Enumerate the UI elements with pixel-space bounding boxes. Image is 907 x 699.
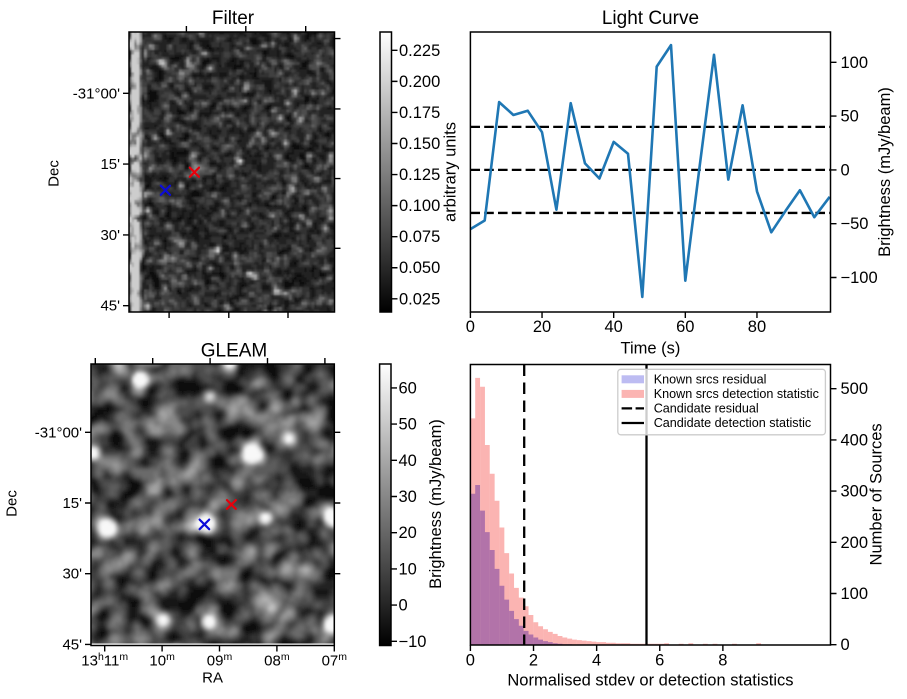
svg-text:-31°00': -31°00': [35, 424, 82, 441]
svg-text:300: 300: [841, 483, 869, 501]
svg-text:6: 6: [655, 651, 664, 669]
svg-text:500: 500: [841, 380, 869, 398]
svg-text:Filter: Filter: [212, 8, 255, 29]
svg-text:60: 60: [676, 318, 694, 336]
svg-text:Candidate detection statistic: Candidate detection statistic: [654, 416, 812, 430]
svg-text:Brightness (mJy/beam): Brightness (mJy/beam): [876, 87, 894, 257]
svg-text:8: 8: [718, 651, 727, 669]
svg-text:0.225: 0.225: [399, 42, 440, 60]
svg-text:0.200: 0.200: [399, 73, 440, 91]
svg-text:10: 10: [399, 560, 417, 578]
svg-text:13h11m: 13h11m: [81, 651, 128, 670]
svg-text:0: 0: [841, 636, 850, 654]
svg-text:0.025: 0.025: [399, 290, 440, 308]
svg-text:100: 100: [841, 54, 869, 72]
svg-text:60: 60: [399, 379, 417, 397]
svg-text:Known srcs residual: Known srcs residual: [654, 372, 767, 386]
svg-text:80: 80: [748, 318, 766, 336]
svg-text:0.050: 0.050: [399, 259, 440, 277]
svg-text:200: 200: [841, 534, 869, 552]
svg-text:2: 2: [529, 651, 538, 669]
svg-text:−10: −10: [399, 633, 427, 651]
svg-text:0: 0: [466, 318, 475, 336]
svg-text:20: 20: [399, 524, 417, 542]
svg-text:50: 50: [399, 416, 417, 434]
svg-text:Number of Sources: Number of Sources: [868, 423, 886, 565]
svg-text:0.075: 0.075: [399, 228, 440, 246]
svg-text:Candidate residual: Candidate residual: [654, 401, 759, 415]
svg-text:Normalised stdev or detection: Normalised stdev or detection statistics: [507, 672, 793, 690]
svg-text:50: 50: [841, 108, 859, 126]
svg-text:30': 30': [100, 227, 120, 244]
svg-text:45': 45': [100, 298, 120, 315]
svg-text:Dec: Dec: [4, 490, 21, 517]
svg-text:-31°00': -31°00': [73, 85, 120, 102]
svg-text:15': 15': [62, 495, 82, 512]
svg-text:0: 0: [399, 597, 408, 615]
svg-text:30': 30': [62, 566, 82, 583]
svg-text:0: 0: [466, 651, 475, 669]
svg-text:Brightness (mJy/beam): Brightness (mJy/beam): [427, 419, 445, 589]
svg-text:30: 30: [399, 488, 417, 506]
svg-text:Known srcs detection statistic: Known srcs detection statistic: [654, 387, 819, 401]
svg-text:100: 100: [841, 585, 869, 603]
svg-text:Time (s): Time (s): [621, 340, 681, 358]
svg-text:0.125: 0.125: [399, 166, 440, 184]
svg-text:0: 0: [841, 161, 850, 179]
svg-text:RA: RA: [202, 670, 223, 687]
svg-text:−50: −50: [841, 215, 869, 233]
svg-text:400: 400: [841, 431, 869, 449]
svg-text:Light Curve: Light Curve: [602, 8, 699, 29]
svg-text:15': 15': [100, 156, 120, 173]
svg-text:0.175: 0.175: [399, 104, 440, 122]
svg-text:Dec: Dec: [46, 160, 63, 187]
svg-text:40: 40: [399, 452, 417, 470]
svg-text:0.100: 0.100: [399, 197, 440, 215]
svg-text:20: 20: [533, 318, 551, 336]
svg-text:4: 4: [592, 651, 601, 669]
svg-text:arbitrary units: arbitrary units: [442, 122, 460, 222]
svg-text:45': 45': [62, 636, 82, 653]
svg-text:40: 40: [605, 318, 623, 336]
svg-text:GLEAM: GLEAM: [201, 341, 268, 362]
svg-text:0.150: 0.150: [399, 135, 440, 153]
svg-text:−100: −100: [841, 269, 878, 287]
